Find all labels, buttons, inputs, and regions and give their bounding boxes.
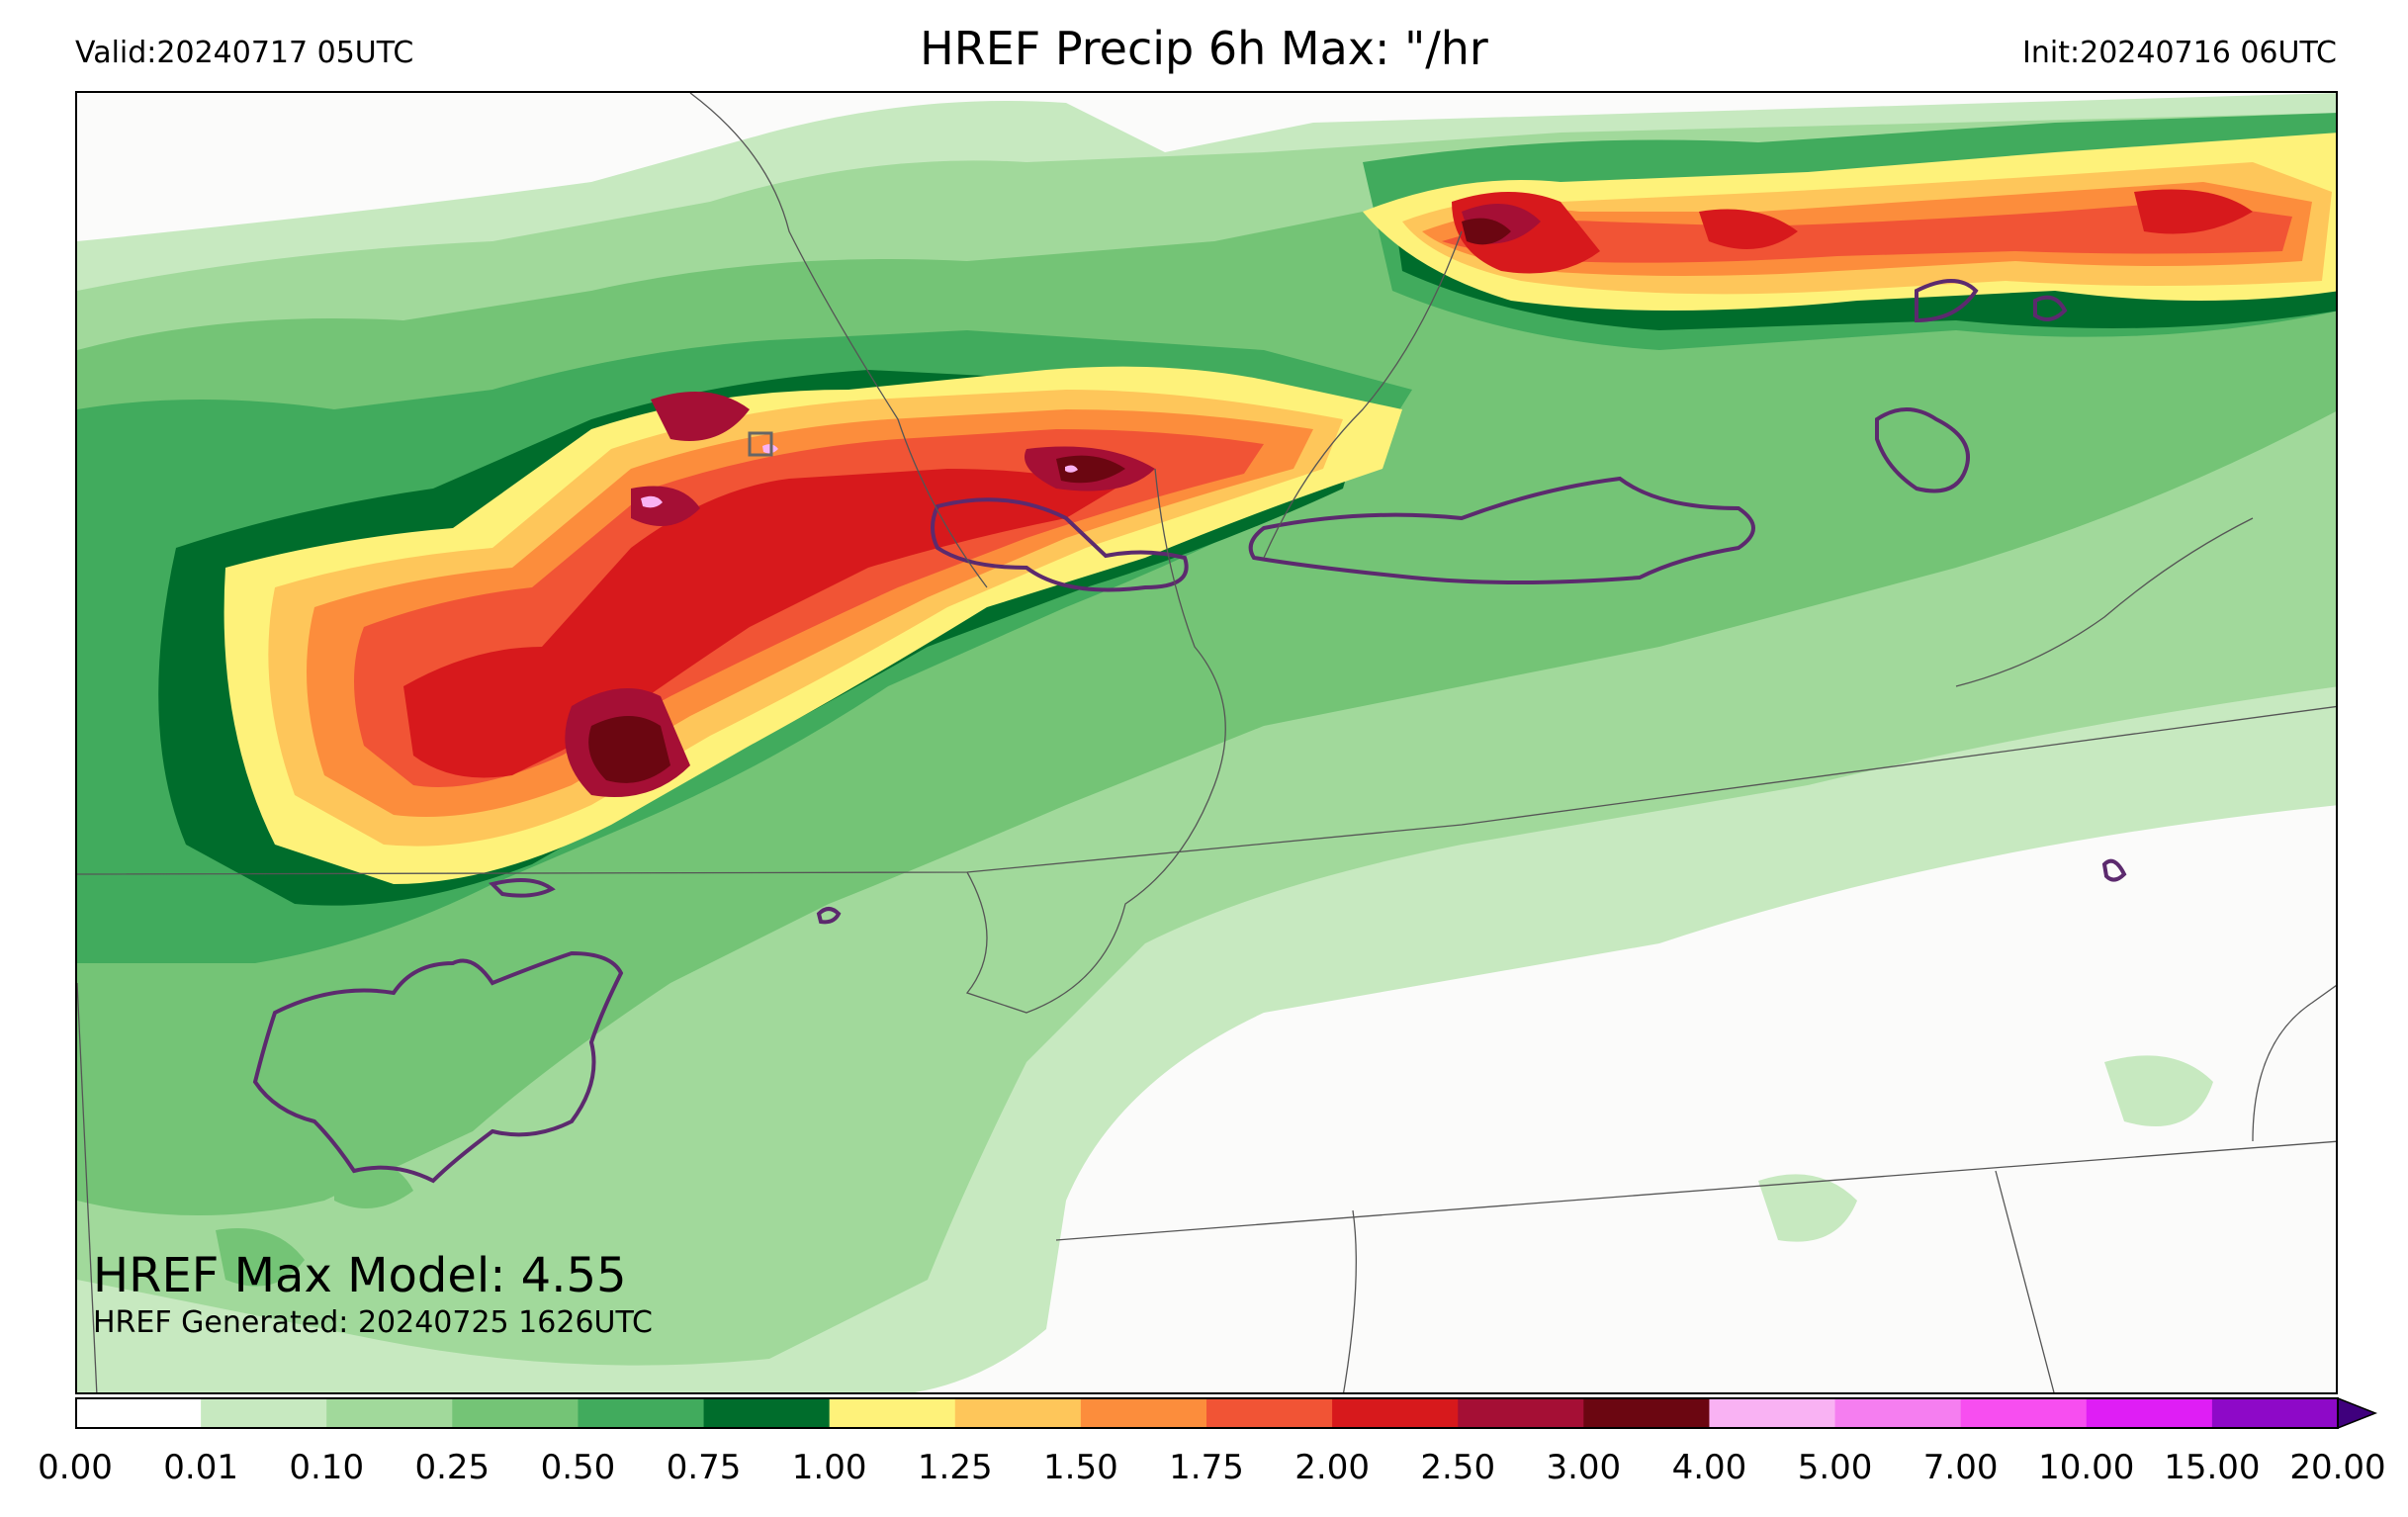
colorbar-tick-label: 15.00 — [2164, 1448, 2261, 1487]
colorbar-segment — [829, 1398, 956, 1428]
colorbar-tick-label: 0.25 — [414, 1448, 491, 1487]
colorbar-segment — [1458, 1398, 1584, 1428]
colorbar-tick-label: 1.50 — [1043, 1448, 1118, 1487]
colorbar-segment — [954, 1398, 1082, 1428]
colorbar-tick-label: 20.00 — [2289, 1448, 2386, 1487]
colorbar-tick-label: 2.00 — [1294, 1448, 1370, 1487]
colorbar-segment — [1332, 1398, 1459, 1428]
colorbar-tick-label: 1.00 — [791, 1448, 867, 1487]
colorbar-segment — [2086, 1398, 2213, 1428]
probability-contours — [252, 279, 2127, 1184]
colorbar-segment — [1583, 1398, 1710, 1428]
colorbar-border — [75, 1397, 2339, 1429]
colorbar-segment — [578, 1398, 705, 1428]
colorbar-tick-label: 2.50 — [1420, 1448, 1496, 1487]
colorbar-segment — [1834, 1398, 1962, 1428]
colorbar-segment — [201, 1398, 327, 1428]
colorbar-segment — [1080, 1398, 1207, 1428]
generated-label: HREF Generated: 20240725 1626UTC — [93, 1305, 654, 1340]
valid-time-label: Valid:20240717 05UTC — [75, 36, 414, 70]
max-location-marker — [748, 431, 773, 457]
colorbar-tick-label: 1.75 — [1169, 1448, 1244, 1487]
colorbar-tick-label: 5.00 — [1797, 1448, 1873, 1487]
colorbar-tick-label: 3.00 — [1546, 1448, 1622, 1487]
colorbar-segment — [1206, 1398, 1333, 1428]
colorbar-segment — [1709, 1398, 1836, 1428]
max-model-label: HREF Max Model: 4.55 — [93, 1248, 627, 1303]
colorbar-tick-label: 0.50 — [540, 1448, 616, 1487]
precip-map — [75, 91, 2338, 1394]
colorbar-tick-label: 10.00 — [2038, 1448, 2135, 1487]
colorbar-segment — [452, 1398, 579, 1428]
colorbar-tick-label: 7.00 — [1922, 1448, 1999, 1487]
colorbar-tick-label: 0.01 — [163, 1448, 238, 1487]
colorbar-tick-label: 4.00 — [1671, 1448, 1747, 1487]
state-boundaries — [77, 93, 2336, 1392]
colorbar-tick-label: 0.00 — [38, 1448, 113, 1487]
map-title: HREF Precip 6h Max: "/hr — [920, 22, 1488, 75]
init-time-label: Init:20240716 06UTC — [2022, 36, 2337, 70]
colorbar — [75, 1396, 2378, 1430]
colorbar-tick-label: 0.75 — [666, 1448, 742, 1487]
precip-band-4-00 — [641, 444, 1078, 508]
colorbar-extend-arrow — [2337, 1396, 2378, 1430]
colorbar-segment — [75, 1398, 202, 1428]
colorbar-tick-label: 0.10 — [289, 1448, 365, 1487]
precip-band-3-00 — [588, 218, 1511, 783]
colorbar-segment — [326, 1398, 453, 1428]
precip-field — [77, 93, 2336, 1392]
colorbar-segment — [703, 1398, 831, 1428]
colorbar-segment — [2211, 1398, 2339, 1428]
colorbar-segment — [1960, 1398, 2088, 1428]
colorbar-tick-label: 1.25 — [917, 1448, 993, 1487]
